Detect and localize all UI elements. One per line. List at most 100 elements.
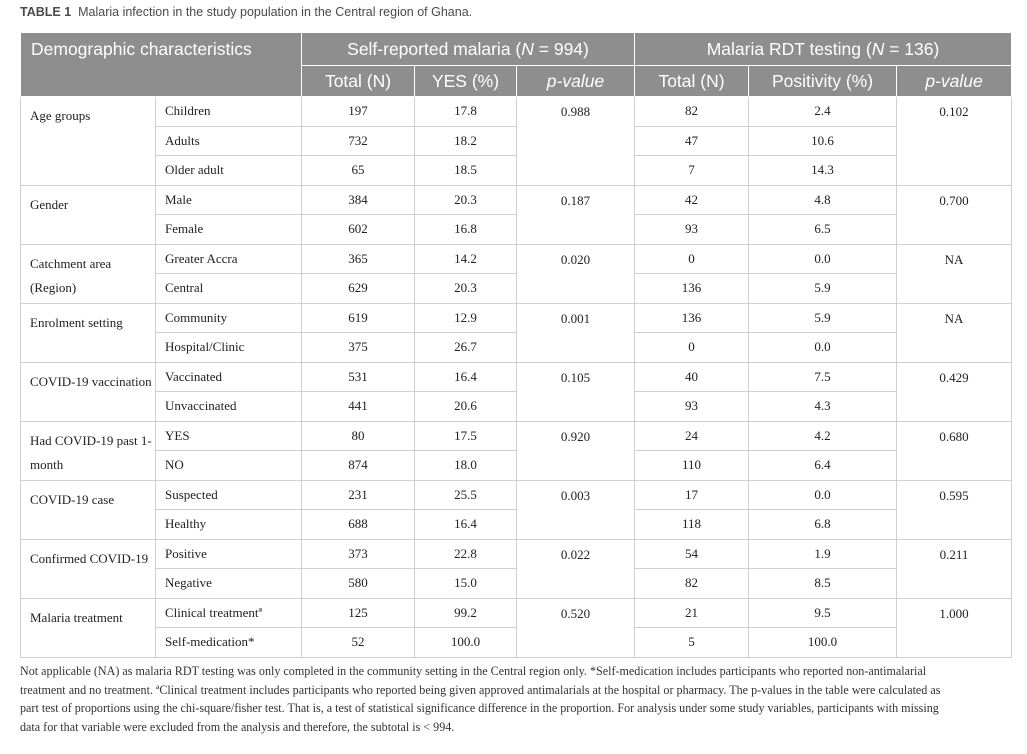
rdt-total: 82 xyxy=(634,568,750,599)
self-reported-total: 619 xyxy=(301,302,415,333)
table-row: Healthy 688 16.4 118 6.8 xyxy=(21,509,1012,540)
category-label: Community xyxy=(155,302,302,333)
results-table: Demographic characteristics Self-reporte… xyxy=(20,32,1013,658)
category-label: Central xyxy=(155,273,302,304)
rdt-positivity-pct: 0.0 xyxy=(748,243,898,274)
category-label: Hospital/Clinic xyxy=(155,332,302,363)
rdt-total: 136 xyxy=(634,302,750,333)
rdt-positivity-pct: 0.0 xyxy=(748,332,898,363)
self-reported-p-value: 0.187 xyxy=(515,184,636,245)
self-reported-total: 52 xyxy=(301,627,415,658)
table-row: Hospital/Clinic 375 26.7 0 0.0 xyxy=(21,332,1012,363)
rdt-p-value: 0.700 xyxy=(896,184,1013,245)
rdt-positivity-pct: 4.2 xyxy=(748,420,898,451)
header-yes-pct: YES (%) xyxy=(414,65,517,97)
rdt-positivity-pct: 7.5 xyxy=(748,361,898,392)
table-row: COVID-19 case Suspected 231 25.5 0.003 17 0.0 0… xyxy=(20,479,1013,540)
table-row: Had COVID-19 past 1-month YES 80 17.5 0.920 2… xyxy=(20,420,1013,481)
category-label: Suspected xyxy=(155,479,302,510)
group-label: Malaria treatment xyxy=(20,597,156,658)
self-reported-total: 384 xyxy=(301,184,415,215)
self-reported-total: 531 xyxy=(301,361,415,392)
rdt-total: 118 xyxy=(634,509,750,540)
group-label: Catchment area (Region) xyxy=(20,243,156,304)
rdt-positivity-pct: 4.8 xyxy=(748,184,898,215)
category-label: Greater Accra xyxy=(155,243,302,274)
self-reported-p-value: 0.520 xyxy=(515,597,636,658)
table-caption-text: Malaria infection in the study populatio… xyxy=(78,5,473,19)
rdt-total: 5 xyxy=(634,627,750,658)
self-reported-yes-pct: 20.6 xyxy=(414,391,517,422)
self-reported-yes-pct: 14.2 xyxy=(414,243,517,274)
rdt-positivity-pct: 1.9 xyxy=(748,538,898,569)
table-row: Negative 580 15.0 82 8.5 xyxy=(21,568,1012,599)
table-row: COVID-19 vaccination Vaccinated 531 16.4 0.1… xyxy=(20,361,1013,422)
self-reported-total: 441 xyxy=(301,391,415,422)
self-reported-yes-pct: 15.0 xyxy=(414,568,517,599)
rdt-p-value: 0.211 xyxy=(896,538,1013,599)
footnote-line: data for that variable were excluded fro… xyxy=(20,719,455,734)
table-row: Self-medication* 52 100.0 5 100.0 xyxy=(21,627,1012,658)
self-reported-yes-pct: 12.9 xyxy=(414,302,517,333)
self-reported-p-value: 0.022 xyxy=(515,538,636,599)
rdt-p-value: 0.102 xyxy=(896,96,1013,186)
rdt-positivity-pct: 4.3 xyxy=(748,391,898,422)
rdt-total: 0 xyxy=(634,243,750,274)
group-label: Enrolment setting xyxy=(20,302,156,363)
group-label: Age groups xyxy=(20,96,156,186)
group-label: COVID-19 case xyxy=(20,479,156,540)
rdt-total: 42 xyxy=(634,184,750,215)
header-positivity: Positivity (%) xyxy=(748,65,898,97)
header-p-value-1: p-value xyxy=(515,65,636,97)
rdt-total: 93 xyxy=(634,391,750,422)
self-reported-p-value: 0.920 xyxy=(515,420,636,481)
self-reported-yes-pct: 99.2 xyxy=(414,597,517,628)
self-reported-total: 231 xyxy=(301,479,415,510)
table-row: Confirmed COVID-19 Positive 373 22.8 0.022 54… xyxy=(20,538,1013,599)
self-reported-p-value: 0.020 xyxy=(515,243,636,304)
rdt-positivity-pct: 0.0 xyxy=(748,479,898,510)
self-reported-p-value: 0.105 xyxy=(515,361,636,422)
rdt-positivity-pct: 6.5 xyxy=(748,214,898,245)
rdt-p-value: 1.000 xyxy=(896,597,1013,658)
table-body: Age groups Children 197 17.8 0.988 82 2.4 0.102… xyxy=(20,96,1013,658)
rdt-total: 17 xyxy=(634,479,750,510)
category-label: Clinical treatmentª xyxy=(155,597,302,628)
self-reported-total: 373 xyxy=(301,538,415,569)
rdt-p-value: NA xyxy=(896,243,1013,304)
rdt-p-value: 0.680 xyxy=(896,420,1013,481)
table-row: Adults 732 18.2 47 10.6 xyxy=(21,125,1012,156)
group-label: COVID-19 vaccination xyxy=(20,361,156,422)
self-reported-total: 874 xyxy=(301,450,415,481)
self-reported-total: 197 xyxy=(301,96,415,127)
rdt-p-value: 0.429 xyxy=(896,361,1013,422)
table-row: Enrolment setting Community 619 12.9 0.001 13… xyxy=(20,302,1013,363)
category-label: Negative xyxy=(155,568,302,599)
rdt-total: 47 xyxy=(634,125,750,156)
rdt-positivity-pct: 8.5 xyxy=(748,568,898,599)
header-total-1: Total (N) xyxy=(301,65,415,97)
rdt-positivity-pct: 5.9 xyxy=(748,273,898,304)
category-label: Older adult xyxy=(155,155,302,186)
category-label: Self-medication* xyxy=(155,627,302,658)
rdt-total: 7 xyxy=(634,155,750,186)
rdt-total: 136 xyxy=(634,273,750,304)
table-row: Central 629 20.3 136 5.9 xyxy=(21,273,1012,304)
self-reported-yes-pct: 16.4 xyxy=(414,509,517,540)
header-rdt-testing: Malaria RDT testing (N = 136) xyxy=(634,32,1013,66)
category-label: Female xyxy=(155,214,302,245)
self-reported-yes-pct: 16.8 xyxy=(414,214,517,245)
group-label: Confirmed COVID-19 xyxy=(20,538,156,599)
footnote-line: treatment and no treatment. ªClinical tr… xyxy=(20,682,941,697)
table-row: NO 874 18.0 110 6.4 xyxy=(21,450,1012,481)
category-label: Healthy xyxy=(155,509,302,540)
self-reported-total: 732 xyxy=(301,125,415,156)
self-reported-p-value: 0.003 xyxy=(515,479,636,540)
rdt-positivity-pct: 5.9 xyxy=(748,302,898,333)
header-total-2: Total (N) xyxy=(634,65,750,97)
self-reported-yes-pct: 18.5 xyxy=(414,155,517,186)
rdt-p-value: 0.595 xyxy=(896,479,1013,540)
header-self-reported: Self-reported malaria (N = 994) xyxy=(300,32,636,66)
header-demographic: Demographic characteristics xyxy=(20,32,302,97)
